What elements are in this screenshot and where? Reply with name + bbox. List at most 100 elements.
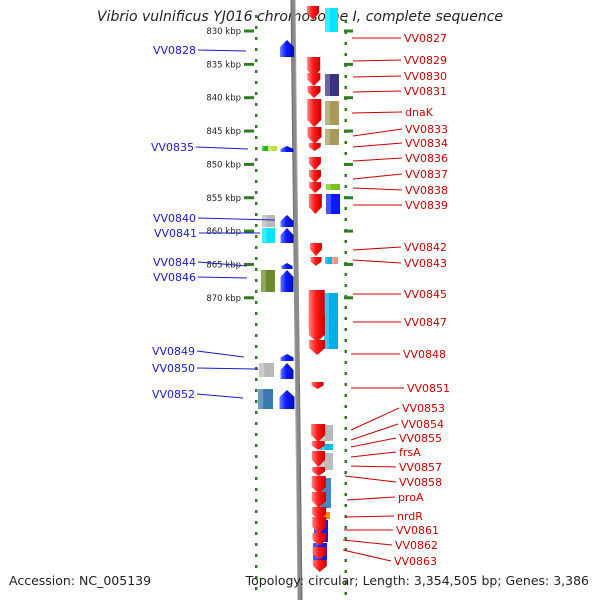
minus-label-leader	[350, 437, 397, 448]
plus-gene-label: VV0849	[152, 345, 195, 358]
minus-label-leader	[350, 465, 397, 468]
minus-gene-arrow	[309, 243, 322, 256]
feature-box-shine	[262, 146, 265, 151]
feature-box-shine	[262, 215, 267, 227]
feature-box-shine	[261, 270, 266, 292]
left-tick	[255, 180, 258, 183]
position-label: 850 kbp	[206, 160, 241, 170]
feature-box-shine	[258, 389, 264, 409]
right-tick	[344, 273, 347, 276]
right-tick	[344, 592, 347, 595]
position-labels: 830 kbp 835 kbp 840 kbp 845 kbp 850 kbp 855 k…	[206, 27, 353, 304]
plus-label-leader	[196, 367, 259, 370]
minus-gene-arrow	[311, 441, 325, 450]
left-tick	[255, 455, 258, 458]
map-title: Vibrio vulnificus YJ016 chromosome I, co…	[96, 9, 504, 25]
position-tick	[344, 196, 353, 200]
minus-gene-label: VV0853	[402, 402, 445, 415]
feature-box-shine	[332, 257, 335, 264]
feature-box-shine	[325, 257, 328, 264]
left-tick	[255, 246, 258, 249]
minus-label-leader	[342, 549, 392, 562]
left-tick	[255, 477, 258, 480]
minus-label-leader	[352, 187, 403, 191]
left-tick	[255, 378, 258, 381]
position-label: 840 kbp	[206, 94, 241, 104]
left-tick	[255, 213, 258, 216]
position-tick	[244, 129, 254, 133]
minus-label-leader	[352, 173, 403, 180]
feature-box-shine	[262, 228, 267, 243]
minus-gene-label: VV0837	[405, 168, 448, 181]
plus-gene-label: VV0844	[153, 256, 196, 269]
left-tick	[255, 37, 258, 40]
plus-gene-arrow	[280, 228, 294, 243]
gene-labels: VV0827 VV0829 VV0830 VV0831 dnaK VV0833VV0834…	[151, 32, 450, 568]
feature-box	[262, 146, 268, 151]
feature-box-shine	[268, 146, 272, 151]
minus-gene-label: VV0862	[395, 539, 438, 552]
right-tick	[344, 328, 347, 331]
left-tick	[255, 136, 258, 139]
minus-gene-label: VV0831	[404, 85, 447, 98]
minus-gene-arrow	[309, 340, 326, 355]
left-tick	[255, 543, 258, 546]
feature-box	[261, 270, 275, 292]
left-tick	[255, 81, 258, 84]
right-tick	[344, 493, 347, 496]
minus-gene-label: VV0848	[403, 348, 446, 361]
right-tick	[344, 119, 347, 122]
position-label: 830 kbp	[206, 27, 241, 37]
position-label: 865 kbp	[206, 260, 241, 270]
left-tick	[255, 301, 258, 304]
position-tick	[344, 29, 353, 33]
position-tick	[344, 62, 353, 66]
position-tick	[244, 29, 254, 33]
right-tick	[344, 218, 347, 221]
plus-label-leader	[197, 261, 248, 267]
left-tick	[255, 389, 258, 392]
right-tick	[344, 438, 347, 441]
minus-strand-genes	[307, 6, 327, 572]
left-tick	[255, 510, 258, 513]
left-tick	[255, 345, 258, 348]
position-tick	[244, 96, 254, 100]
right-tick	[344, 350, 347, 353]
feature-box	[332, 257, 338, 264]
position-label: 835 kbp	[206, 60, 241, 70]
minus-gene-arrow	[309, 170, 322, 183]
right-tick	[344, 482, 347, 485]
minus-gene-label: VV0827	[404, 32, 447, 45]
position-tick	[344, 296, 353, 300]
left-tick	[255, 202, 258, 205]
accession-text: Accession: NC_005139	[9, 573, 152, 588]
minus-label-leader	[342, 539, 393, 546]
minus-label-leader	[352, 90, 402, 93]
minus-gene-label: VV0861	[396, 524, 439, 537]
feature-box-shine	[325, 101, 330, 125]
minus-gene-arrow	[311, 451, 325, 467]
right-tick	[344, 108, 347, 111]
right-tick	[344, 174, 347, 177]
feature-box	[325, 74, 339, 96]
left-tick	[255, 521, 258, 524]
minus-label-leader	[352, 259, 402, 264]
feature-box	[324, 293, 338, 349]
left-tick	[255, 411, 258, 414]
minus-gene-arrow	[312, 533, 327, 546]
minus-gene-label: VV0838	[405, 184, 448, 197]
right-tick	[344, 20, 347, 23]
plus-label-leader	[195, 146, 249, 150]
left-tick	[255, 15, 258, 18]
plus-gene-label: VV0835	[151, 141, 194, 154]
minus-gene-arrow	[312, 467, 326, 476]
right-tick	[344, 570, 347, 573]
right-tick	[344, 383, 347, 386]
feature-box	[258, 389, 273, 409]
position-tick	[244, 296, 254, 300]
left-tick	[255, 400, 258, 403]
minus-gene-arrow	[307, 99, 322, 127]
left-tick	[255, 224, 258, 227]
minus-gene-label: nrdR	[397, 510, 423, 523]
